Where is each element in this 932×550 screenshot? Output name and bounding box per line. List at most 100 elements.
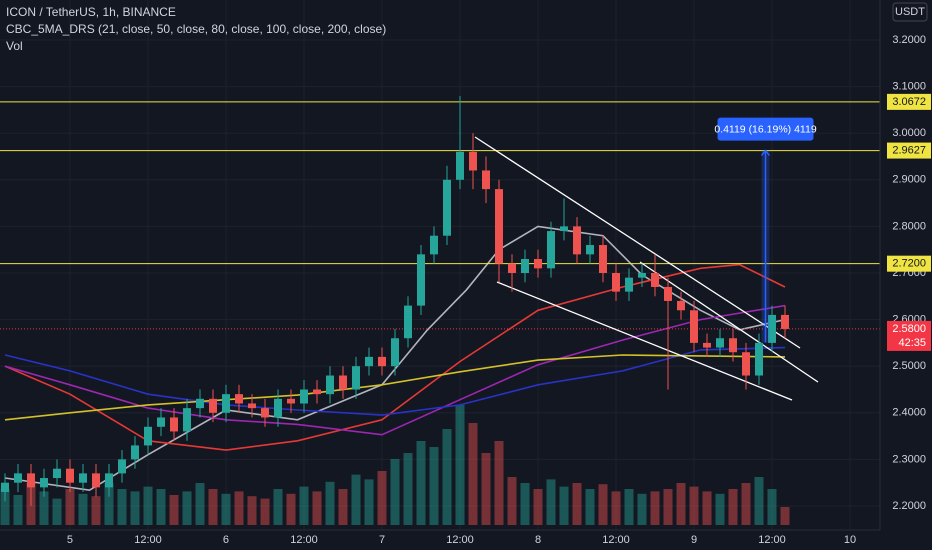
volume-bar — [234, 491, 244, 525]
candle-body — [586, 245, 595, 255]
candle-body — [26, 473, 35, 488]
indicator-label: CBC_5MA_DRS (21, close, 50, close, 80, c… — [6, 22, 386, 36]
volume-bar — [676, 483, 686, 525]
candle-body — [755, 342, 764, 376]
volume-bar — [299, 486, 309, 525]
price-axis — [880, 0, 932, 550]
candle-body — [443, 179, 452, 236]
volume-bar — [585, 489, 595, 525]
current-price-box — [887, 320, 931, 351]
candle-body — [52, 468, 61, 479]
candle-body — [13, 473, 22, 483]
volume-bar — [429, 447, 439, 525]
volume-bar — [325, 481, 335, 525]
volume-bar — [156, 489, 166, 525]
candle-body — [143, 426, 152, 446]
volume-bar — [403, 453, 413, 525]
y-tick-label: 3.1000 — [892, 80, 926, 92]
volume-bar — [780, 507, 790, 525]
candle-body — [339, 375, 348, 390]
x-tick-label: 9 — [691, 534, 697, 546]
candle-body — [286, 398, 295, 404]
candle-body — [703, 342, 712, 348]
candle-body — [78, 473, 87, 483]
candle-body — [65, 468, 74, 483]
volume-bar — [182, 491, 192, 525]
candle-body — [299, 389, 308, 404]
candle-body — [117, 459, 126, 474]
candle-body — [91, 473, 100, 488]
volume-bar — [377, 471, 387, 525]
currency-label[interactable]: USDT — [895, 6, 925, 18]
volume-bar — [273, 489, 283, 525]
x-tick-label: 12:00 — [602, 534, 630, 546]
candle-body — [404, 305, 413, 339]
y-tick-label: 2.9000 — [892, 174, 926, 186]
volume-bar — [338, 489, 348, 525]
volume-bar — [143, 486, 153, 525]
volume-bar — [208, 489, 218, 525]
moving-average-line — [4, 354, 786, 421]
volume-bar — [702, 491, 712, 525]
volume-bar — [689, 486, 699, 525]
level-label: 3.0672 — [892, 96, 926, 108]
y-tick-label: 3.2000 — [892, 34, 926, 46]
volume-bar — [598, 484, 608, 525]
volume-bar — [468, 423, 478, 525]
moving-average-line — [4, 346, 786, 416]
candle-body — [612, 272, 621, 292]
candle-body — [482, 170, 491, 190]
trend-line — [639, 261, 819, 383]
volume-bar — [572, 483, 582, 525]
candle-body — [573, 226, 582, 255]
candle-body — [104, 473, 113, 488]
volume-bar — [104, 483, 114, 525]
candle-body — [560, 226, 569, 232]
volume-bar — [481, 453, 491, 525]
candle-body — [312, 389, 321, 395]
candle-body — [0, 482, 9, 493]
volume-bar — [533, 489, 543, 525]
volume-bar — [754, 477, 764, 525]
y-tick-label: 2.4000 — [892, 407, 926, 419]
volume-bar — [0, 489, 10, 525]
current-price-label: 2.5800 — [892, 323, 926, 335]
candle-body — [716, 338, 725, 348]
volume-bar — [130, 491, 140, 525]
level-label: 2.9627 — [892, 144, 926, 156]
level-label-box — [887, 93, 931, 110]
candle-body — [365, 356, 374, 367]
candle-body — [690, 310, 699, 343]
y-tick-label: 2.8000 — [892, 220, 926, 232]
level-label-box — [887, 255, 931, 272]
y-tick-label: 2.2000 — [892, 500, 926, 512]
y-tick-label: 3.0000 — [892, 127, 926, 139]
volume-bar — [507, 477, 517, 525]
candle-body — [729, 338, 738, 353]
volume-bar — [637, 493, 647, 525]
volume-bar — [91, 496, 101, 525]
volume-bar — [494, 441, 504, 525]
candle-body — [234, 394, 243, 404]
volume-bar — [624, 489, 634, 525]
volume-bar — [39, 491, 49, 525]
candle-body — [208, 398, 217, 413]
volume-bar — [546, 479, 556, 525]
candle-body — [273, 398, 282, 418]
volume-bar — [312, 491, 322, 525]
level-label-box — [887, 142, 931, 159]
chart-title: ICON / TetherUS, 1h, BINANCE — [6, 5, 176, 19]
volume-bar — [767, 489, 777, 525]
candle-body — [182, 408, 191, 432]
candle-body — [430, 235, 439, 255]
volume-bar — [169, 495, 179, 525]
x-tick-label: 7 — [379, 534, 385, 546]
x-tick-label: 6 — [223, 534, 229, 546]
volume-bar — [390, 459, 400, 525]
volume-bar — [351, 474, 361, 525]
countdown-label: 42:35 — [898, 337, 926, 349]
candle-body — [742, 352, 751, 376]
volume-bar — [52, 498, 62, 525]
currency-box[interactable] — [892, 2, 928, 22]
volume-bar — [442, 429, 452, 525]
